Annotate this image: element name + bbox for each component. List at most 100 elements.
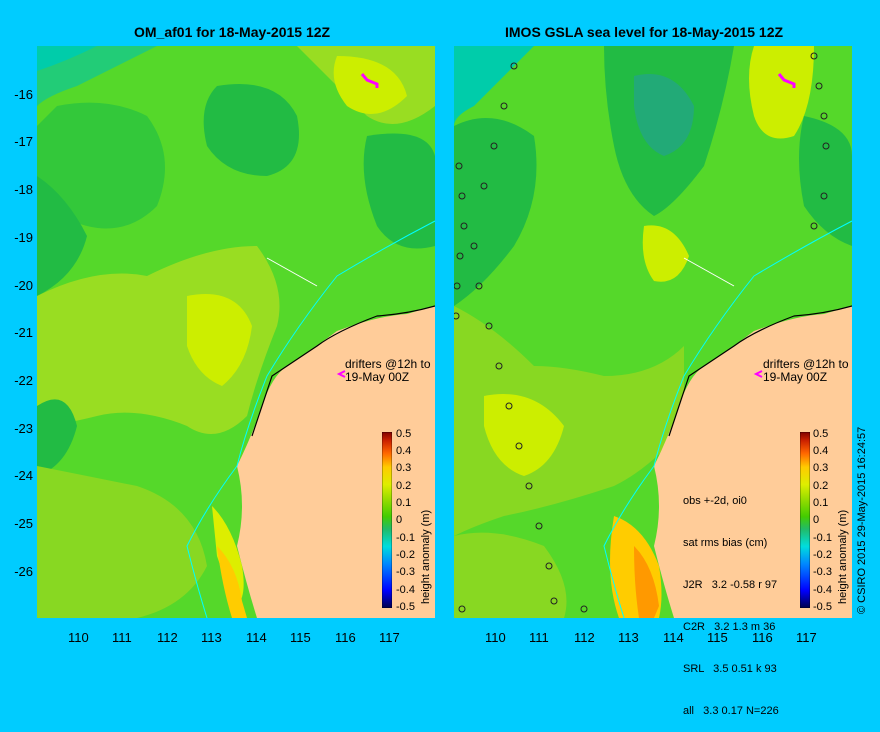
contour-dark-sw	[37, 399, 77, 476]
track-obs	[820, 112, 828, 120]
cb-label: 0.5	[813, 428, 829, 440]
coastline	[668, 305, 852, 437]
track-obs	[495, 362, 503, 370]
left-drifters-note-line2: 19-May 00Z	[345, 370, 410, 384]
contour-dark-nw	[37, 102, 165, 229]
y-label: -18	[14, 182, 33, 197]
isobath-line	[186, 220, 435, 618]
left-drifters-note: drifters @12h to 19-May 00Z	[345, 358, 431, 384]
track-obs	[535, 522, 543, 530]
left-map-svg	[37, 46, 435, 618]
stats-header-1: obs +-2d, oi0	[683, 495, 747, 507]
right-drifters-note: drifters @12h to 19-May 00Z	[763, 358, 849, 384]
x-label: 111	[112, 630, 132, 645]
y-label: -21	[14, 325, 33, 340]
contour-dark-w	[454, 118, 537, 306]
y-label: -22	[14, 373, 33, 388]
left-map-panel	[37, 46, 435, 618]
x-label: 112	[574, 630, 595, 645]
x-label: 115	[290, 630, 311, 645]
track-obs	[454, 312, 460, 320]
track-obs	[810, 222, 818, 230]
track-obs	[815, 82, 823, 90]
satellite-tracks	[454, 52, 830, 613]
cb-label: -0.2	[813, 549, 832, 561]
left-panel-title: OM_af01 for 18-May-2015 12Z	[134, 24, 331, 40]
colorbar-title: height anomaly (m)	[420, 509, 432, 604]
contour-dark-n	[203, 84, 299, 176]
x-label: 114	[246, 630, 267, 645]
cb-label: 0.4	[813, 445, 829, 457]
contour-lightyellow-mid	[37, 246, 280, 434]
track-obs	[456, 252, 464, 260]
track-obs	[485, 322, 493, 330]
drifter-legend-marker	[336, 370, 346, 378]
y-label: -20	[14, 278, 33, 293]
left-colorbar-gradient	[382, 432, 392, 608]
contour-dark-w	[37, 176, 87, 296]
track-obs	[580, 605, 588, 613]
stats-header-2: sat rms bias (cm)	[683, 537, 768, 549]
track-obs	[822, 142, 830, 150]
contour-light-s	[454, 532, 567, 618]
track-obs	[475, 282, 483, 290]
contour-dark-e	[363, 133, 435, 249]
cb-label: -0.1	[813, 532, 832, 544]
track-obs	[515, 442, 523, 450]
contour-coastal-orange	[217, 546, 247, 618]
cb-label: 0.4	[396, 445, 412, 457]
x-label: 115	[707, 630, 728, 645]
cb-label: 0.2	[396, 480, 412, 492]
cb-label: 0.5	[396, 428, 412, 440]
x-label: 116	[752, 630, 773, 645]
left-drifters-note-line1: drifters @12h to	[345, 357, 431, 371]
copyright-note: © CSIRO 2015 29-May-2015 16:24:57	[856, 426, 868, 614]
cb-label: -0.1	[396, 532, 415, 544]
track-obs	[458, 192, 466, 200]
cb-label: -0.4	[396, 584, 415, 596]
cb-label: -0.5	[813, 601, 832, 613]
stats-row-all: all 3.3 0.17 N=226	[683, 705, 779, 717]
right-map-panel	[454, 46, 852, 618]
x-label: 112	[157, 630, 178, 645]
contour-cyan-corner	[37, 46, 97, 71]
right-drifters-note-line1: drifters @12h to	[763, 357, 849, 371]
x-label: 117	[796, 630, 817, 645]
cb-label: -0.3	[396, 566, 415, 578]
cb-label: -0.5	[396, 601, 415, 613]
y-label: -19	[14, 230, 33, 245]
contour-dark-e	[799, 116, 852, 246]
track-obs	[490, 142, 498, 150]
coastline	[251, 305, 435, 437]
drifter-track-north	[777, 73, 796, 88]
x-label: 113	[201, 630, 222, 645]
cb-label: 0.1	[396, 497, 412, 509]
drifter-track-north	[360, 73, 379, 88]
y-label: -25	[14, 516, 33, 531]
right-drifters-note-line2: 19-May 00Z	[763, 370, 828, 384]
x-label: 117	[379, 630, 400, 645]
transect-line	[266, 257, 318, 287]
x-label: 116	[335, 630, 356, 645]
cb-label: 0.2	[813, 480, 829, 492]
track-obs	[525, 482, 533, 490]
contour-teal-n	[634, 74, 694, 156]
cb-label: 0.3	[813, 462, 829, 474]
contour-coastal-darkorange	[634, 546, 659, 618]
x-label: 111	[529, 630, 549, 645]
track-obs	[810, 52, 818, 60]
contour-cyan-nw	[37, 46, 157, 106]
y-label: -16	[14, 87, 33, 102]
stats-row-j2r: J2R 3.2 -0.58 r 97	[683, 579, 778, 591]
track-obs	[480, 182, 488, 190]
track-obs	[500, 102, 508, 110]
right-colorbar-gradient	[800, 432, 810, 608]
x-label: 110	[485, 630, 506, 645]
isobath-line	[603, 220, 852, 618]
track-obs	[550, 597, 558, 605]
transect-line	[683, 257, 735, 287]
cb-label: -0.2	[396, 549, 415, 561]
y-label: -23	[14, 421, 33, 436]
track-obs	[460, 222, 468, 230]
contour-yellow-sw	[484, 394, 564, 476]
